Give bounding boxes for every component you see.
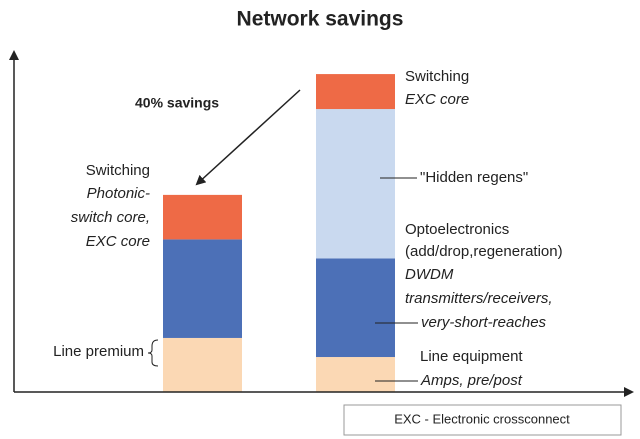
savings-arrow [195, 89, 301, 186]
annotation: Optoelectronics [405, 221, 509, 238]
chart-title: Network savings [237, 8, 404, 31]
annotation: very-short-reaches [421, 314, 547, 331]
bar-segment [163, 194, 242, 240]
bars [163, 74, 395, 392]
savings-label: 40% savings [135, 95, 219, 111]
annotation: Amps, pre/post [420, 372, 523, 389]
annotation: (add/drop,regeneration) [405, 243, 563, 260]
bar-segment [316, 258, 395, 358]
annotation: Switching [405, 68, 469, 85]
annotation: Switching [86, 162, 150, 179]
brace [147, 339, 159, 367]
annotation: DWDM [405, 266, 454, 283]
note-box [343, 404, 622, 436]
annotation: "Hidden regens" [420, 169, 528, 186]
bar-segment [316, 74, 395, 110]
annotation: EXC core [86, 233, 150, 250]
bar-segment [163, 239, 242, 338]
annotation: switch core, [71, 209, 150, 226]
annotation: Photonic- [87, 185, 150, 202]
bar-segment [163, 337, 242, 392]
annotation: Line equipment [420, 348, 523, 365]
bar-segment [316, 109, 395, 259]
note: EXC - Electronic crossconnect [394, 411, 570, 426]
annotation: Line premium [53, 343, 144, 360]
annotation: transmitters/receivers, [405, 290, 553, 307]
annotation: EXC core [405, 91, 469, 108]
bar-segment [316, 357, 395, 392]
